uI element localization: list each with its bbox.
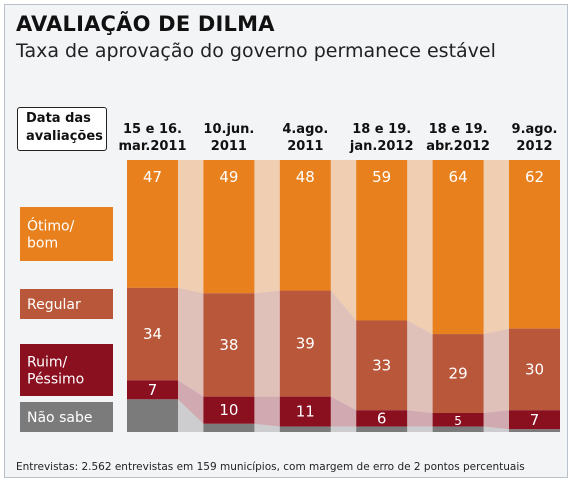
- bar-segment-3-3: [279, 396, 331, 427]
- value-label-3-1: 7: [148, 381, 158, 399]
- connector-4-3: [330, 426, 357, 432]
- category-label-5-2: abr.2012: [426, 139, 490, 154]
- bar-segment-2-1: [127, 287, 178, 381]
- value-label-3-4: 6: [377, 409, 387, 427]
- bar-segment-4-5: [432, 426, 484, 432]
- bar-segment-1-4: [356, 160, 408, 321]
- value-label-2-6: 30: [525, 360, 544, 378]
- legend-label-3-1: Ruim/: [27, 355, 67, 371]
- value-label-2-3: 39: [296, 335, 315, 353]
- bar-segment-1-3: [279, 160, 331, 291]
- footnote: Entrevistas: 2.562 entrevistas em 159 mu…: [16, 461, 525, 473]
- legend-label-1-1: Ótimo/: [27, 217, 75, 235]
- bar-segment-3-4: [356, 410, 408, 427]
- category-label-1-2: mar.2011: [119, 139, 187, 154]
- connector-1-1: [178, 160, 204, 294]
- connector-2-2: [254, 290, 280, 397]
- connector-4-5: [483, 426, 509, 432]
- category-label-6-1: 9.ago.: [512, 122, 558, 137]
- category-label-2-2: 2011: [211, 139, 247, 154]
- bar-segment-3-6: [509, 410, 560, 430]
- value-label-3-5: 5: [454, 414, 462, 428]
- value-label-1-6: 62: [525, 168, 544, 186]
- connector-4-1: [178, 399, 204, 432]
- bar-segment-1-5: [432, 160, 484, 335]
- legend-swatch-4: [20, 402, 113, 432]
- category-label-5-1: 18 e 19.: [429, 122, 488, 137]
- legend-label-2-1: Regular: [27, 297, 81, 313]
- category-label-1-1: 15 e 16.: [123, 122, 182, 137]
- connector-2-5: [483, 328, 509, 413]
- legend-swatch-2: [20, 289, 113, 319]
- bar-segment-3-2: [203, 396, 255, 424]
- legend-swatch-3: [20, 344, 113, 396]
- legend-label-3-2: Péssimo: [27, 372, 84, 388]
- connector-2-4: [407, 320, 433, 413]
- value-label-1-5: 64: [449, 168, 468, 186]
- value-label-1-3: 48: [296, 168, 315, 186]
- bar-segment-3-1: [127, 380, 178, 400]
- chart-title: AVALIAÇÃO DE DILMA: [16, 12, 275, 36]
- dates-heading-box: Data das avaliações: [17, 107, 107, 151]
- value-label-3-2: 10: [219, 401, 238, 419]
- value-label-3-6: 7: [530, 411, 540, 429]
- bar-segment-2-2: [203, 293, 255, 397]
- bar-segment-2-3: [279, 290, 331, 397]
- connector-3-1: [178, 380, 204, 424]
- value-label-1-1: 47: [143, 168, 162, 186]
- category-label-6-2: 2012: [516, 139, 552, 154]
- bar-segment-2-4: [356, 320, 408, 411]
- value-label-1-2: 49: [219, 168, 238, 186]
- connector-3-5: [483, 410, 509, 430]
- bar-segment-4-2: [203, 423, 255, 432]
- value-label-2-4: 33: [372, 356, 391, 374]
- bar-segment-2-6: [509, 328, 560, 411]
- bar-segment-1-2: [203, 160, 255, 294]
- value-label-2-2: 38: [219, 336, 238, 354]
- legend-label-1-2: bom: [27, 236, 58, 252]
- bar-segment-1-1: [127, 160, 178, 288]
- connector-1-4: [407, 160, 433, 335]
- category-label-2-1: 10.jun.: [203, 122, 254, 137]
- bar-segment-4-3: [279, 426, 331, 432]
- bar-segment-4-1: [127, 399, 178, 432]
- connector-3-2: [254, 396, 280, 427]
- connector-1-5: [483, 160, 509, 335]
- connector-3-3: [330, 396, 357, 427]
- chart-subtitle: Taxa de aprovação do governo permanece e…: [16, 40, 496, 62]
- connector-2-1: [178, 287, 204, 397]
- category-label-3-2: 2011: [287, 139, 323, 154]
- bar-segment-4-6: [509, 429, 560, 432]
- bar-segment-4-4: [356, 426, 408, 432]
- connector-1-2: [254, 160, 280, 294]
- dates-heading-line-2: avaliações: [26, 129, 103, 144]
- legend-swatch-1: [20, 207, 113, 261]
- connector-3-4: [407, 410, 433, 427]
- value-label-2-1: 34: [143, 325, 162, 343]
- category-label-4-1: 18 e 19.: [352, 122, 411, 137]
- category-label-3-1: 4.ago.: [282, 122, 328, 137]
- connector-2-3: [330, 290, 357, 411]
- legend-label-4-1: Não sabe: [27, 410, 92, 426]
- connector-4-4: [407, 426, 433, 432]
- value-label-2-5: 29: [449, 365, 468, 383]
- bar-segment-3-5: [432, 412, 484, 427]
- connector-1-3: [330, 160, 357, 321]
- bar-segment-1-6: [509, 160, 560, 329]
- dates-heading-line-1: Data das: [26, 111, 91, 126]
- connector-4-2: [254, 423, 280, 432]
- category-label-4-2: jan.2012: [349, 139, 414, 154]
- value-label-3-3: 11: [296, 403, 315, 421]
- bar-segment-2-5: [432, 334, 484, 413]
- value-label-1-4: 59: [372, 168, 391, 186]
